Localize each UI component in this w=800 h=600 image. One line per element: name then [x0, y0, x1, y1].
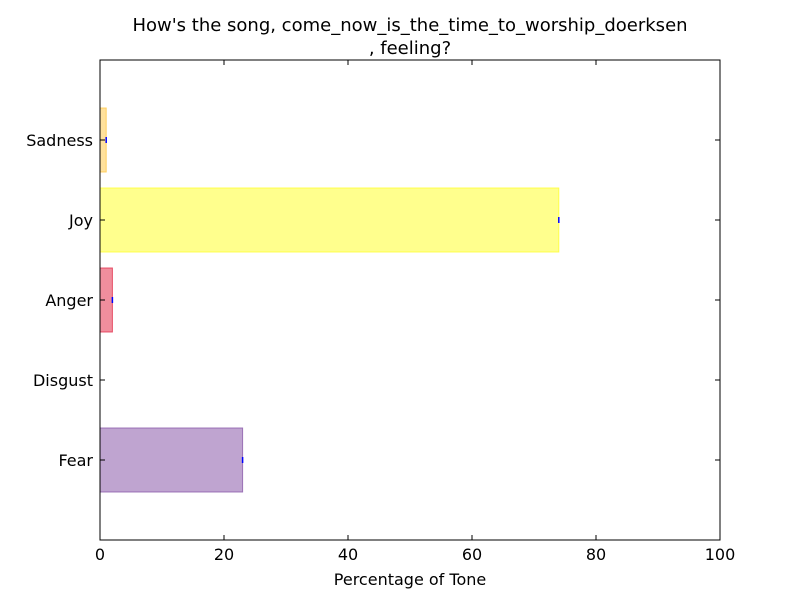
y-tick-label-joy: Joy — [68, 211, 93, 230]
y-tick-label-anger: Anger — [45, 291, 93, 310]
x-tick-label-40: 40 — [338, 545, 358, 564]
x-tick-label-20: 20 — [214, 545, 234, 564]
bars-group — [99, 107, 560, 493]
x-tick-label-80: 80 — [586, 545, 606, 564]
x-axis-label: Percentage of Tone — [334, 570, 486, 589]
chart-title-line-2: , feeling? — [369, 38, 451, 59]
x-tick-label-100: 100 — [705, 545, 736, 564]
plot-frame — [99, 59, 721, 541]
chart-title-line-1: How's the song, come_now_is_the_time_to_… — [132, 15, 687, 36]
bar-fear — [99, 427, 244, 493]
y-tick-label-sadness: Sadness — [26, 131, 93, 150]
bar-joy — [99, 187, 560, 253]
y-tick-label-fear: Fear — [58, 451, 93, 470]
y-tick-label-disgust: Disgust — [33, 371, 93, 390]
x-tick-label-60: 60 — [462, 545, 482, 564]
ticks-group: Fear Disgust Anger Joy Sadness 0 20 40 60 80 100 — [26, 60, 735, 564]
x-tick-label-0: 0 — [95, 545, 105, 564]
